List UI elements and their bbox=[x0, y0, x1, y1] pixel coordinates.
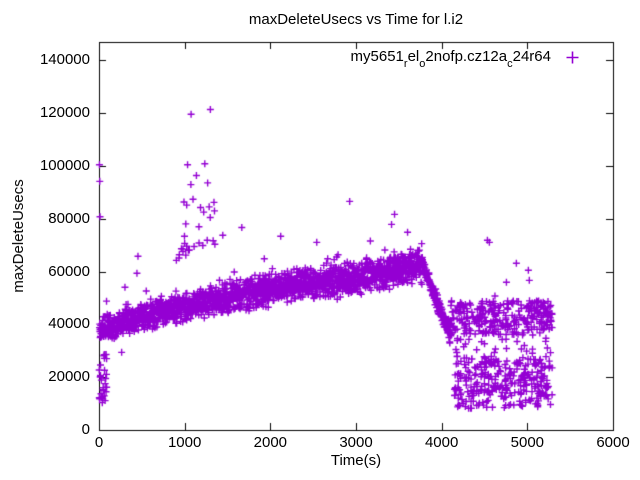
plus-marker-icon bbox=[565, 50, 580, 65]
legend-label-text: 24r64 bbox=[512, 48, 551, 65]
x-tick-label: 5000 bbox=[510, 434, 545, 451]
x-tick-label: 2000 bbox=[253, 434, 288, 451]
y-tick-label: 40000 bbox=[48, 315, 90, 333]
legend-label-subscript: o bbox=[419, 58, 426, 70]
y-tick-label: 0 bbox=[81, 421, 90, 438]
y-tick-label: 80000 bbox=[48, 209, 90, 227]
legend-label-subscript: c bbox=[507, 58, 513, 70]
legend-label-subscript: r bbox=[403, 58, 408, 70]
legend: my5651relo2nofp.cz12ac24r64 bbox=[350, 48, 580, 70]
x-tick-label: 1000 bbox=[167, 434, 202, 451]
x-tick-label: 3000 bbox=[339, 434, 373, 451]
y-tick-label: 120000 bbox=[39, 104, 90, 122]
legend-label-text: my5651 bbox=[350, 48, 404, 65]
x-axis-label: Time(s) bbox=[330, 452, 382, 469]
x-tick-label: 0 bbox=[94, 434, 104, 451]
legend-label-text: 2nofp.cz12a bbox=[425, 48, 508, 65]
y-tick-label: 140000 bbox=[39, 51, 90, 69]
x-tick-label: 6000 bbox=[596, 434, 630, 451]
y-tick-label: 100000 bbox=[39, 157, 90, 175]
y-tick-label: 60000 bbox=[48, 262, 90, 280]
legend-series-label: my5651relo2nofp.cz12ac24r64 bbox=[350, 48, 551, 70]
chart-title: maxDeleteUsecs vs Time for l.i2 bbox=[248, 11, 464, 28]
legend-label-text: el bbox=[407, 48, 420, 65]
x-tick-label: 4000 bbox=[424, 434, 459, 451]
y-tick-label: 20000 bbox=[48, 368, 90, 386]
